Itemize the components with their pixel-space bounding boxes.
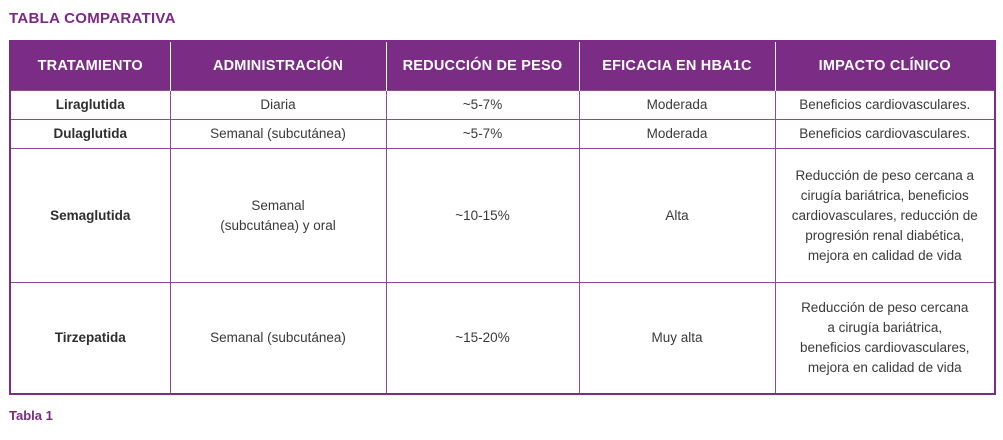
- cell-tratamiento: Tirzepatida: [9, 282, 171, 395]
- cell-administracion: Semanal (subcutánea): [169, 119, 387, 149]
- cell-impacto: Reducción de peso cercana a cirugía bari…: [774, 282, 996, 395]
- cell-impacto: Beneficios cardiovasculares.: [774, 119, 996, 149]
- header-administracion: ADMINISTRACIÓN: [169, 41, 387, 91]
- cell-reduccion: ~15-20%: [385, 282, 580, 395]
- header-tratamiento: TRATAMIENTO: [10, 41, 171, 91]
- cell-reduccion: ~10-15%: [385, 148, 580, 283]
- table-row: Liraglutida Diaria ~5-7% Moderada Benefi…: [9, 90, 996, 120]
- cell-tratamiento: Semaglutida: [9, 148, 171, 283]
- table-row: Semaglutida Semanal (subcutánea) y oral …: [9, 148, 996, 283]
- cell-eficacia: Moderada: [578, 90, 776, 120]
- header-eficacia-hba1c: EFICACIA EN HBA1C: [578, 41, 776, 91]
- cell-eficacia: Muy alta: [578, 282, 776, 395]
- cell-reduccion: ~5-7%: [385, 90, 580, 120]
- cell-reduccion: ~5-7%: [385, 119, 580, 149]
- cell-administracion: Diaria: [169, 90, 387, 120]
- table-row: Tirzepatida Semanal (subcutánea) ~15-20%…: [9, 282, 996, 395]
- cell-administracion: Semanal (subcutánea): [169, 282, 387, 395]
- cell-eficacia: Alta: [578, 148, 776, 283]
- page-title: TABLA COMPARATIVA: [9, 10, 176, 27]
- table-header-row: TRATAMIENTO ADMINISTRACIÓN REDUCCIÓN DE …: [10, 41, 995, 91]
- table-row: Dulaglutida Semanal (subcutánea) ~5-7% M…: [9, 119, 996, 149]
- cell-tratamiento: Dulaglutida: [9, 119, 171, 149]
- cell-administracion: Semanal (subcutánea) y oral: [169, 148, 387, 283]
- cell-impacto: Beneficios cardiovasculares.: [774, 90, 996, 120]
- comparison-table: TRATAMIENTO ADMINISTRACIÓN REDUCCIÓN DE …: [9, 40, 996, 395]
- cell-tratamiento: Liraglutida: [9, 90, 171, 120]
- table-caption: Tabla 1: [9, 408, 53, 423]
- header-impacto-clinico: IMPACTO CLÍNICO: [774, 41, 995, 91]
- header-reduccion-peso: REDUCCIÓN DE PESO: [385, 41, 580, 91]
- cell-eficacia: Moderada: [578, 119, 776, 149]
- cell-impacto: Reducción de peso cercana a cirugía bari…: [774, 148, 996, 283]
